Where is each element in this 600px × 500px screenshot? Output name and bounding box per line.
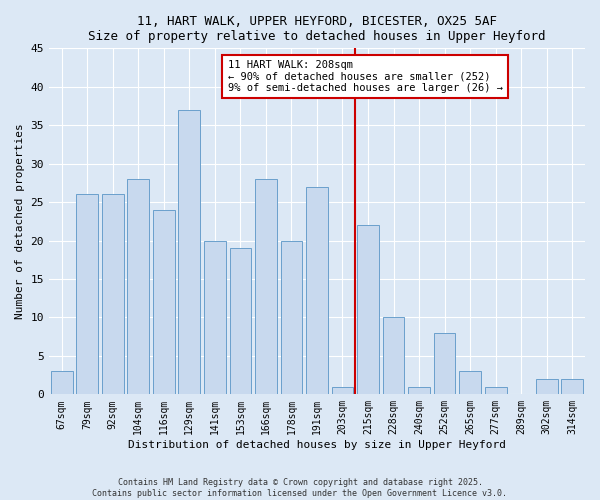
- Bar: [306, 186, 328, 394]
- Bar: [230, 248, 251, 394]
- Bar: [562, 379, 583, 394]
- Title: 11, HART WALK, UPPER HEYFORD, BICESTER, OX25 5AF
Size of property relative to de: 11, HART WALK, UPPER HEYFORD, BICESTER, …: [88, 15, 546, 43]
- Bar: [536, 379, 557, 394]
- Text: Contains HM Land Registry data © Crown copyright and database right 2025.
Contai: Contains HM Land Registry data © Crown c…: [92, 478, 508, 498]
- Text: 11 HART WALK: 208sqm
← 90% of detached houses are smaller (252)
9% of semi-detac: 11 HART WALK: 208sqm ← 90% of detached h…: [227, 60, 503, 93]
- Bar: [255, 179, 277, 394]
- Y-axis label: Number of detached properties: Number of detached properties: [15, 124, 25, 319]
- Bar: [204, 240, 226, 394]
- Bar: [127, 179, 149, 394]
- Bar: [383, 318, 404, 394]
- Bar: [459, 372, 481, 394]
- Bar: [281, 240, 302, 394]
- Bar: [102, 194, 124, 394]
- Bar: [485, 386, 506, 394]
- Bar: [76, 194, 98, 394]
- X-axis label: Distribution of detached houses by size in Upper Heyford: Distribution of detached houses by size …: [128, 440, 506, 450]
- Bar: [178, 110, 200, 395]
- Bar: [357, 225, 379, 394]
- Bar: [51, 372, 73, 394]
- Bar: [408, 386, 430, 394]
- Bar: [332, 386, 353, 394]
- Bar: [434, 333, 455, 394]
- Bar: [153, 210, 175, 394]
